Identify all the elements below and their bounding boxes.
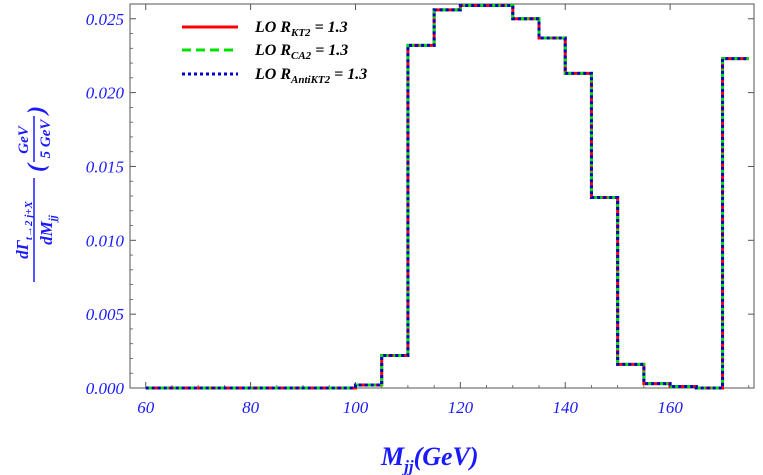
- y-tick-label: 0.020: [86, 84, 125, 103]
- plot-border: [129, 3, 755, 389]
- x-tick-label: 120: [448, 398, 474, 417]
- x-tick-label: 160: [657, 398, 683, 417]
- y-label-denominator: dMjj: [37, 214, 59, 245]
- y-label-unit-denominator: 5 GeV: [38, 118, 54, 159]
- legend-label-ca2: LO RCA2 = 1.3: [254, 42, 348, 62]
- x-axis-label: Mjj(GeV): [380, 442, 479, 475]
- x-tick-label: 100: [343, 398, 369, 417]
- legend-label-antikt2: LO RAntiKT2 = 1.3: [254, 66, 367, 86]
- series-lines: [145, 3, 749, 390]
- y-label-paren-close: ): [24, 106, 50, 116]
- x-axis-ticks: 60 80 100 120 140 160: [137, 4, 750, 417]
- y-axis-ticks: 0.000 0.005 0.010 0.015 0.020 0.025: [86, 10, 754, 398]
- y-tick-label: 0.025: [86, 10, 124, 29]
- series-line-kt2: [145, 3, 749, 390]
- y-axis-label: dΓt→2 j+X dMjj ( GeV 5 GeV ): [13, 106, 59, 282]
- y-label-unit-numerator: GeV: [16, 124, 32, 153]
- y-tick-label: 0.015: [86, 157, 124, 176]
- legend-label-kt2: LO RKT2 = 1.3: [254, 19, 348, 39]
- x-tick-label: 80: [242, 398, 260, 417]
- legend: LO RKT2 = 1.3 LO RCA2 = 1.3 LO RAntiKT2 …: [182, 19, 367, 86]
- x-tick-label: 60: [137, 398, 155, 417]
- y-tick-label: 0.000: [86, 379, 125, 398]
- series-line-ca2: [145, 3, 749, 390]
- plot-frame: [129, 3, 755, 389]
- y-tick-label: 0.010: [86, 231, 125, 250]
- series-line-antikt2: [145, 3, 749, 390]
- x-tick-label: 140: [552, 398, 578, 417]
- y-tick-label: 0.005: [86, 305, 124, 324]
- y-label-paren-open: (: [24, 162, 50, 172]
- y-label-numerator: dΓt→2 j+X: [13, 200, 35, 258]
